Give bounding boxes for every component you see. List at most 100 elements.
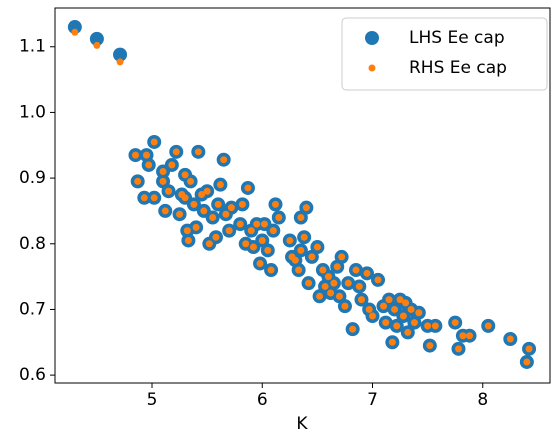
point xyxy=(388,338,396,346)
x-axis-label: K xyxy=(296,414,308,434)
point xyxy=(369,312,377,320)
x-tick-label: 6 xyxy=(257,390,268,410)
point xyxy=(525,345,533,353)
point xyxy=(466,332,474,340)
point xyxy=(330,279,338,287)
point xyxy=(198,191,206,199)
x-tick-label: 8 xyxy=(477,390,488,410)
point xyxy=(222,210,230,218)
legend-marker xyxy=(365,31,379,45)
point xyxy=(410,319,418,327)
point xyxy=(300,233,308,241)
point xyxy=(190,200,198,208)
point xyxy=(203,187,211,195)
point xyxy=(302,204,310,212)
point xyxy=(269,227,277,235)
point xyxy=(391,305,399,313)
y-tick-label: 1.0 xyxy=(19,102,46,122)
y-tick-label: 0.7 xyxy=(19,299,46,319)
point xyxy=(431,322,439,330)
point xyxy=(267,266,275,274)
point xyxy=(393,322,401,330)
point xyxy=(407,305,415,313)
point xyxy=(140,194,148,202)
point xyxy=(313,243,321,251)
point xyxy=(275,214,283,222)
point xyxy=(349,325,357,333)
point xyxy=(256,259,264,267)
point xyxy=(264,246,272,254)
point xyxy=(236,220,244,228)
point xyxy=(113,47,128,62)
point xyxy=(321,282,329,290)
y-tick-label: 1.1 xyxy=(19,37,46,57)
point xyxy=(295,266,303,274)
point xyxy=(200,207,208,215)
legend-marker xyxy=(368,64,376,72)
point xyxy=(297,246,305,254)
point xyxy=(382,319,390,327)
point xyxy=(324,273,332,281)
point xyxy=(238,200,246,208)
legend-box xyxy=(341,17,548,91)
point xyxy=(484,322,492,330)
point xyxy=(258,236,266,244)
point xyxy=(134,177,142,185)
point xyxy=(404,328,412,336)
point xyxy=(181,171,189,179)
point xyxy=(145,161,153,169)
point xyxy=(459,332,467,340)
point xyxy=(71,28,79,36)
point xyxy=(176,210,184,218)
point xyxy=(67,20,82,35)
point xyxy=(271,200,279,208)
point xyxy=(297,214,305,222)
point xyxy=(194,148,202,156)
axes-frame xyxy=(54,7,551,384)
point xyxy=(225,227,233,235)
point xyxy=(451,319,459,327)
point xyxy=(291,256,299,264)
point xyxy=(216,181,224,189)
point xyxy=(415,309,423,317)
point xyxy=(187,177,195,185)
point xyxy=(365,305,373,313)
point xyxy=(192,223,200,231)
point xyxy=(172,148,180,156)
point xyxy=(116,58,124,66)
legend-label: RHS Ee cap xyxy=(409,58,507,78)
point xyxy=(319,266,327,274)
point xyxy=(402,299,410,307)
y-tick-label: 0.6 xyxy=(19,365,46,385)
point xyxy=(214,200,222,208)
point xyxy=(247,227,255,235)
point xyxy=(506,335,514,343)
point xyxy=(286,236,294,244)
point xyxy=(357,296,365,304)
point xyxy=(168,161,176,169)
point xyxy=(424,322,432,330)
point xyxy=(184,236,192,244)
legend-label: LHS Ee cap xyxy=(409,28,505,48)
point xyxy=(399,312,407,320)
point xyxy=(209,214,217,222)
point xyxy=(333,263,341,271)
point xyxy=(316,292,324,300)
point xyxy=(305,279,313,287)
point xyxy=(89,31,104,46)
point xyxy=(181,194,189,202)
point xyxy=(131,151,139,159)
point xyxy=(363,269,371,277)
point xyxy=(426,342,434,350)
point xyxy=(159,177,167,185)
x-tick-label: 7 xyxy=(367,390,378,410)
point xyxy=(253,220,261,228)
point xyxy=(344,279,352,287)
point xyxy=(523,358,531,366)
y-tick-label: 0.9 xyxy=(19,168,46,188)
point xyxy=(183,227,191,235)
point xyxy=(150,194,158,202)
point xyxy=(385,296,393,304)
x-tick-label: 5 xyxy=(147,390,158,410)
